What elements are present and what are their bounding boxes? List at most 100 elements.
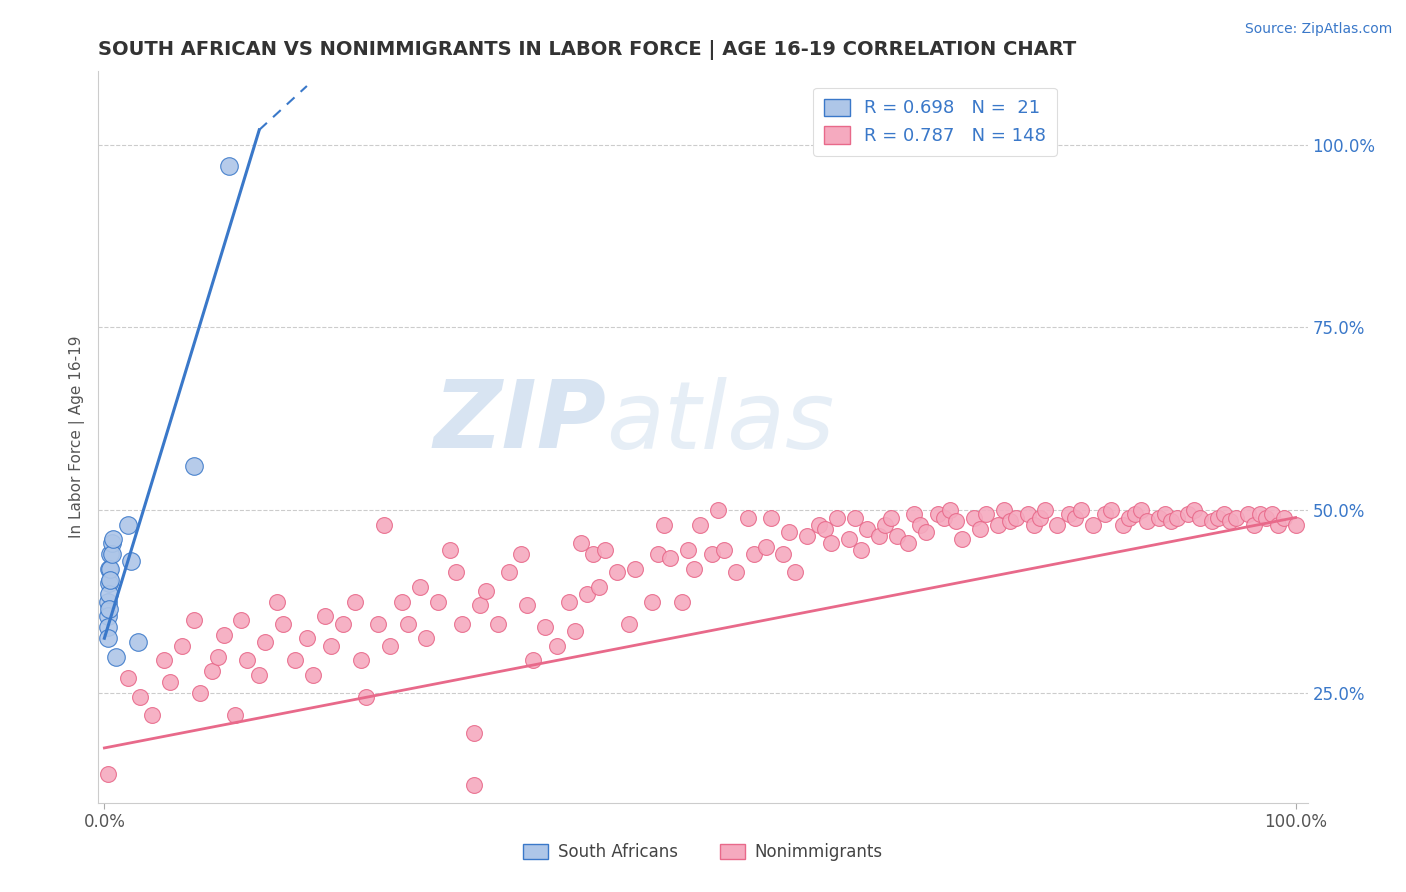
Point [998,514,1021,528]
Point [808,517,831,532]
Point [588,580,610,594]
Point [623,562,645,576]
Point [200,664,222,678]
Point [426,594,449,608]
Point [950,533,973,547]
Point [349,653,371,667]
Point [1022,517,1045,532]
Point [546,639,568,653]
Point [825,510,848,524]
Point [1094,507,1116,521]
Point [101,533,124,547]
Point [856,521,879,535]
Point [522,653,544,667]
Legend: South Africans, Nonimmigrants: South Africans, Nonimmigrants [516,837,890,868]
Point [98,573,121,587]
Point [1081,517,1104,532]
Point [463,726,485,740]
Point [606,566,628,580]
Point [439,543,461,558]
Point [873,517,896,532]
Point [450,616,472,631]
Point [373,517,395,532]
Point [754,540,776,554]
Point [689,517,711,532]
Point [188,686,211,700]
Point [415,632,437,646]
Point [934,510,956,524]
Point [444,566,467,580]
Point [367,616,389,631]
Point [534,620,557,634]
Point [98,562,121,576]
Point [254,635,277,649]
Point [1123,507,1146,521]
Point [1219,514,1241,528]
Point [1046,517,1069,532]
Point [785,566,807,580]
Point [575,587,598,601]
Point [1059,507,1081,521]
Point [676,543,699,558]
Point [910,517,932,532]
Point [97,766,120,780]
Point [1017,507,1039,521]
Point [915,525,938,540]
Text: ZIP: ZIP [433,376,606,468]
Point [356,690,378,704]
Point [879,510,901,524]
Point [266,594,288,608]
Point [100,536,122,550]
Point [1267,517,1289,532]
Point [97,609,120,624]
Point [100,547,122,561]
Point [1035,503,1057,517]
Point [582,547,605,561]
Point [380,639,402,653]
Point [1261,507,1284,521]
Point [1160,514,1182,528]
Point [1285,517,1308,532]
Point [105,649,128,664]
Point [969,521,991,535]
Point [993,503,1015,517]
Point [1099,503,1122,517]
Point [1201,514,1223,528]
Point [564,624,586,638]
Point [617,616,640,631]
Point [1237,507,1260,521]
Point [558,594,581,608]
Point [468,599,491,613]
Point [97,620,120,634]
Point [707,503,730,517]
Point [1184,503,1206,517]
Point [1206,510,1229,524]
Point [510,547,533,561]
Point [170,639,193,653]
Point [868,529,890,543]
Point [963,510,986,524]
Point [117,672,139,686]
Point [1118,510,1140,524]
Point [218,160,240,174]
Text: atlas: atlas [606,377,835,468]
Point [814,521,837,535]
Point [183,613,205,627]
Point [838,533,860,547]
Point [772,547,794,561]
Point [97,632,120,646]
Point [183,459,205,474]
Point [1153,507,1175,521]
Point [117,517,139,532]
Point [820,536,842,550]
Point [98,562,121,576]
Point [927,507,949,521]
Point [903,507,925,521]
Point [141,708,163,723]
Point [1249,507,1271,521]
Point [652,517,675,532]
Point [98,576,121,591]
Point [1213,507,1236,521]
Y-axis label: In Labor Force | Age 16-19: In Labor Force | Age 16-19 [69,335,84,539]
Point [987,517,1010,532]
